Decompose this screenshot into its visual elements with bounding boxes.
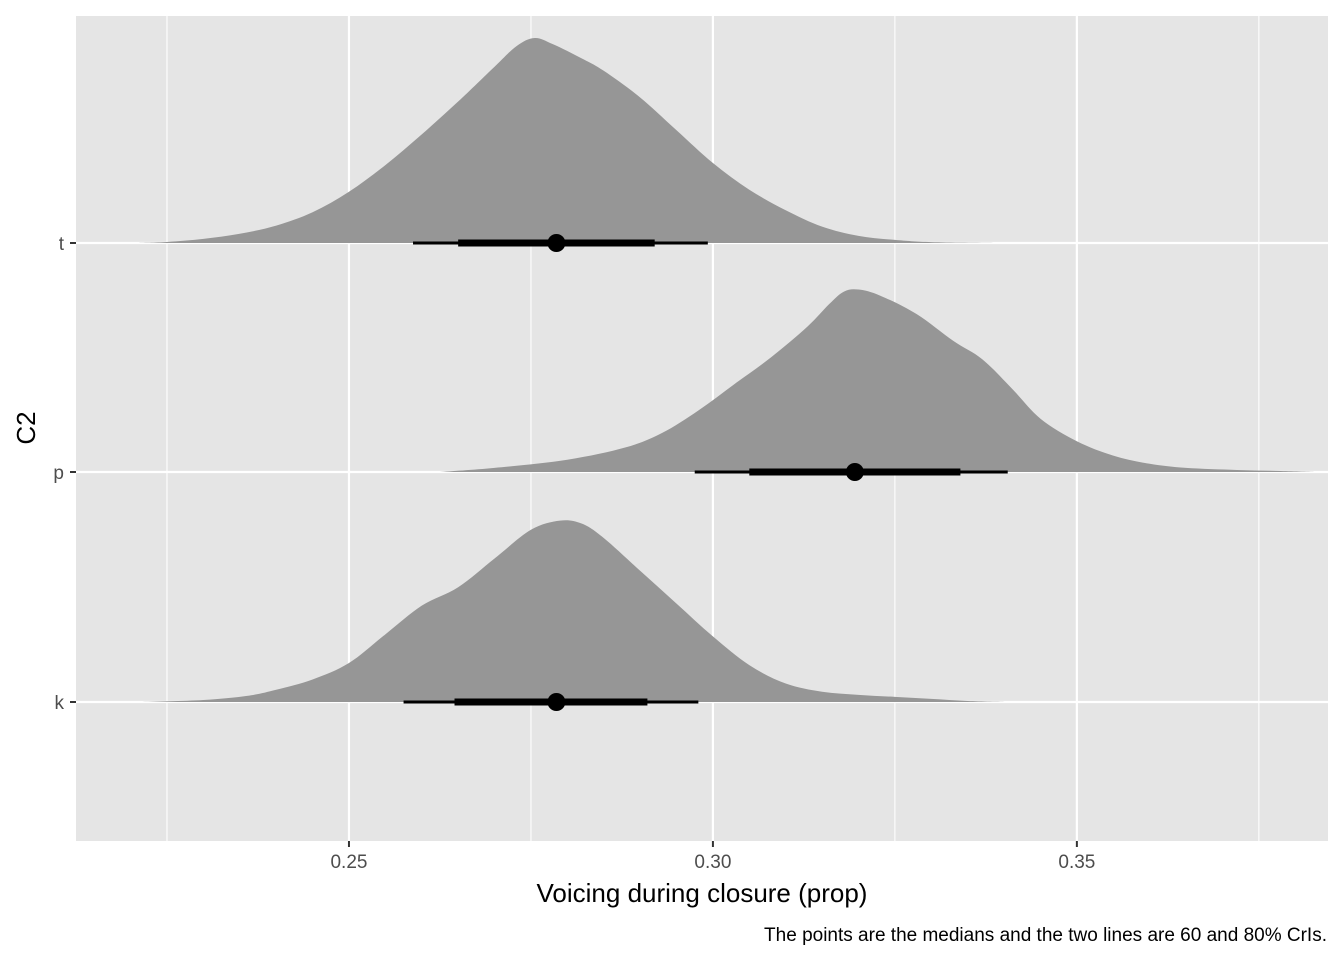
density-p (439, 289, 1318, 472)
density-k (140, 520, 1008, 702)
chart-caption: The points are the medians and the two l… (764, 925, 1327, 946)
y-axis: k p t (53, 234, 76, 714)
x-axis-title: Voicing during closure (prop) (537, 878, 868, 908)
median-point-t (547, 234, 566, 252)
y-tick-label-k: k (55, 693, 65, 714)
x-tick-label: 0.35 (1058, 852, 1095, 873)
y-axis-title: C2 (11, 411, 41, 444)
density-shapes (136, 37, 1318, 702)
y-tick-label-p: p (53, 463, 64, 484)
interval-marks (403, 234, 1008, 711)
median-point-k (547, 693, 566, 711)
x-axis: 0.25 0.30 0.35 (330, 841, 1095, 873)
x-tick-label: 0.30 (694, 852, 731, 873)
median-point-p (845, 463, 864, 481)
x-tick-label: 0.25 (330, 852, 367, 873)
y-tick-label-t: t (59, 234, 65, 255)
density-t (136, 37, 994, 243)
